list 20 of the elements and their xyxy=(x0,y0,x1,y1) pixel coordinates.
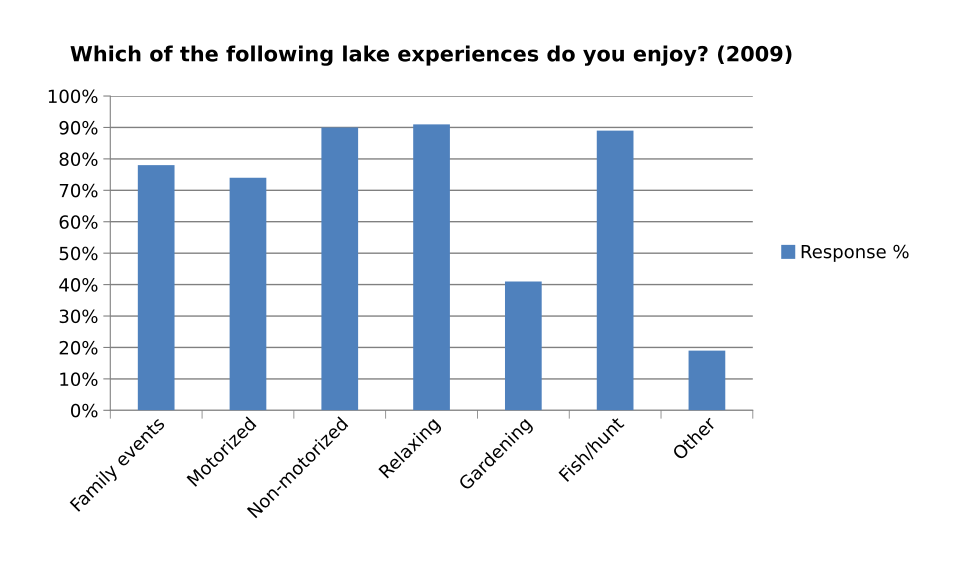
y-tick-label: 80% xyxy=(60,152,98,166)
y-tick-label: 0% xyxy=(71,404,98,418)
bar xyxy=(688,350,726,410)
bar xyxy=(138,165,175,410)
chart-title: Which of the following lake experiences do you enjoy? (2009) xyxy=(70,45,792,66)
y-tick-label: 30% xyxy=(60,309,98,324)
bar xyxy=(230,178,266,410)
bar xyxy=(504,281,542,410)
y-tick-label: 20% xyxy=(60,340,98,355)
y-tick-label: 60% xyxy=(60,215,98,229)
y-tick-label: 100% xyxy=(48,89,98,104)
legend-label: Response % xyxy=(802,244,909,262)
y-tick-label: 40% xyxy=(59,278,98,292)
y-tick-label: 50% xyxy=(60,246,98,260)
bar xyxy=(596,130,634,410)
y-tick-label: 10% xyxy=(60,372,98,386)
y-tick-label: 70% xyxy=(60,184,98,198)
y-tick-label: 90% xyxy=(59,120,98,135)
bar xyxy=(321,127,358,410)
bar xyxy=(413,124,450,410)
